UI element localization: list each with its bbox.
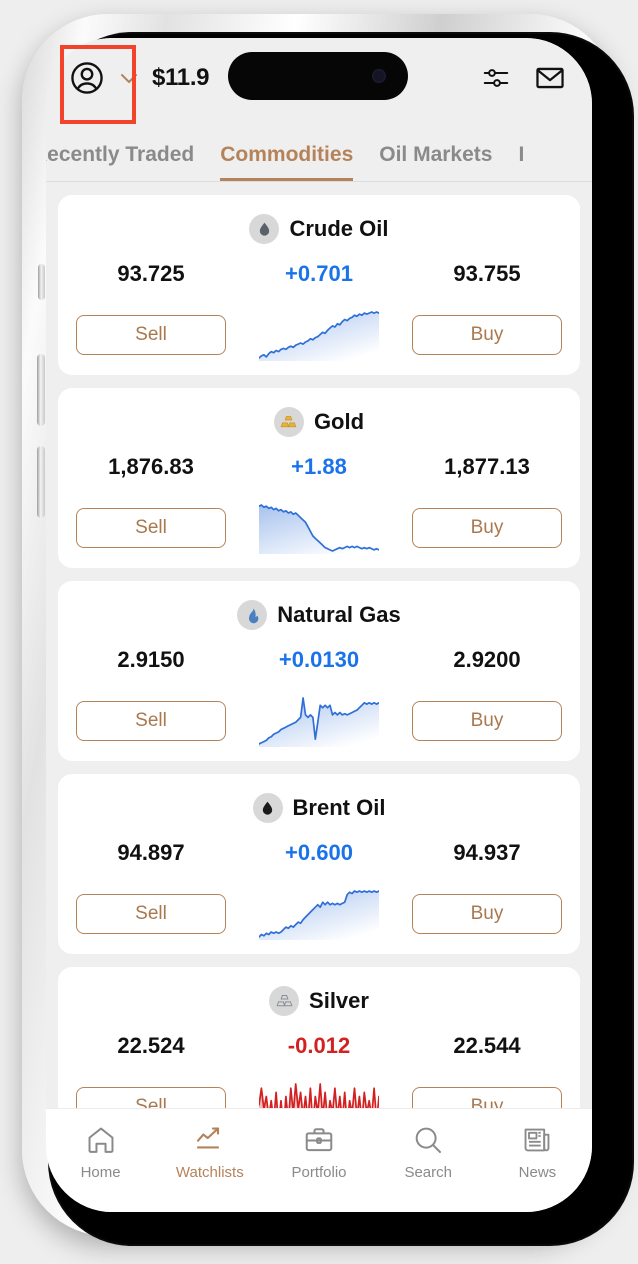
nav-item-news[interactable]: News bbox=[483, 1123, 592, 1181]
gas-flame-icon bbox=[237, 600, 268, 630]
card-header: Brent Oil bbox=[76, 786, 562, 830]
price-change: +1.88 bbox=[291, 454, 347, 479]
nav-item-home[interactable]: Home bbox=[46, 1123, 155, 1181]
front-camera-icon bbox=[372, 69, 386, 83]
price-change: +0.600 bbox=[285, 840, 353, 865]
watchlist-tabs[interactable]: Recently Traded Commodities Oil Markets … bbox=[46, 118, 592, 182]
card-header: Gold bbox=[76, 400, 562, 444]
sell-button[interactable]: Sell bbox=[76, 701, 226, 741]
sell-price: 22.524 bbox=[117, 1033, 185, 1058]
tab-oil-markets[interactable]: Oil Markets bbox=[379, 143, 493, 166]
card-actions: Sell Buy bbox=[76, 307, 562, 363]
account-balance[interactable]: $11.9 bbox=[152, 64, 210, 91]
card-prices: 94.897 +0.600 94.937 bbox=[76, 830, 562, 886]
buy-button[interactable]: Buy bbox=[412, 894, 562, 934]
nav-label: Portfolio bbox=[291, 1164, 347, 1181]
volume-up-button[interactable] bbox=[37, 354, 45, 426]
buy-price: 94.937 bbox=[453, 840, 521, 865]
oil-droplet-icon bbox=[249, 214, 280, 244]
briefcase-icon bbox=[303, 1123, 335, 1157]
instrument-name: Natural Gas bbox=[277, 602, 401, 627]
card-prices: 1,876.83 +1.88 1,877.13 bbox=[76, 444, 562, 500]
card-prices: 2.9150 +0.0130 2.9200 bbox=[76, 637, 562, 693]
instrument-card[interactable]: Gold 1,876.83 +1.88 1,877.13 Sell Buy bbox=[58, 388, 580, 568]
buy-price: 22.544 bbox=[453, 1033, 521, 1058]
newspaper-icon bbox=[521, 1123, 553, 1157]
nav-item-watchlists[interactable]: Watchlists bbox=[155, 1123, 264, 1181]
buy-button[interactable]: Buy bbox=[412, 315, 562, 355]
dynamic-island bbox=[228, 52, 408, 100]
envelope-icon[interactable] bbox=[530, 58, 570, 98]
sparkline-chart bbox=[226, 500, 412, 556]
sell-button[interactable]: Sell bbox=[76, 315, 226, 355]
buy-button[interactable]: Buy bbox=[412, 701, 562, 741]
price-change: +0.701 bbox=[285, 261, 353, 286]
nav-label: Search bbox=[404, 1164, 452, 1181]
trending-up-icon bbox=[194, 1123, 226, 1157]
sell-price: 2.9150 bbox=[117, 647, 185, 672]
sparkline-chart bbox=[226, 693, 412, 749]
nav-item-search[interactable]: Search bbox=[374, 1123, 483, 1181]
sliders-icon[interactable] bbox=[476, 58, 516, 98]
sparkline-chart bbox=[226, 307, 412, 363]
home-icon bbox=[85, 1123, 117, 1157]
card-actions: Sell Buy bbox=[76, 693, 562, 749]
phone-screen: $11.9 Recently Traded Commodities bbox=[46, 38, 592, 1212]
card-actions: Sell Buy bbox=[76, 886, 562, 942]
sell-button[interactable]: Sell bbox=[76, 508, 226, 548]
account-circle-icon[interactable] bbox=[66, 57, 108, 99]
instrument-name: Silver bbox=[309, 988, 369, 1013]
buy-price: 93.755 bbox=[453, 261, 521, 286]
sell-price: 93.725 bbox=[117, 261, 185, 286]
card-prices: 22.524 -0.012 22.544 bbox=[76, 1023, 562, 1079]
instrument-name: Crude Oil bbox=[289, 216, 389, 241]
instrument-card-list[interactable]: Crude Oil 93.725 +0.701 93.755 Sell Buy bbox=[46, 183, 592, 1145]
nav-label: News bbox=[518, 1164, 557, 1181]
instrument-card[interactable]: Crude Oil 93.725 +0.701 93.755 Sell Buy bbox=[58, 195, 580, 375]
mute-switch[interactable] bbox=[38, 264, 45, 300]
tab-next-partial[interactable]: I bbox=[518, 143, 525, 166]
nav-label: Watchlists bbox=[175, 1164, 244, 1181]
price-change: -0.012 bbox=[287, 1033, 351, 1058]
volume-down-button[interactable] bbox=[37, 446, 45, 518]
sell-button[interactable]: Sell bbox=[76, 894, 226, 934]
instrument-card[interactable]: Natural Gas 2.9150 +0.0130 2.9200 Sell B… bbox=[58, 581, 580, 761]
sell-price: 94.897 bbox=[117, 840, 185, 865]
buy-price: 1,877.13 bbox=[444, 454, 530, 479]
card-actions: Sell Buy bbox=[76, 500, 562, 556]
nav-label: Home bbox=[80, 1164, 121, 1181]
bottom-navigation[interactable]: Home Watchlists bbox=[46, 1108, 592, 1212]
sparkline-chart bbox=[226, 886, 412, 942]
sell-price: 1,876.83 bbox=[108, 454, 194, 479]
oil-droplet-icon bbox=[252, 793, 283, 823]
chevron-down-icon[interactable] bbox=[114, 63, 144, 93]
card-prices: 93.725 +0.701 93.755 bbox=[76, 251, 562, 307]
instrument-name: Gold bbox=[313, 409, 365, 434]
buy-button[interactable]: Buy bbox=[412, 508, 562, 548]
price-change: +0.0130 bbox=[278, 647, 360, 672]
instrument-name: Brent Oil bbox=[292, 795, 386, 820]
card-header: Crude Oil bbox=[76, 207, 562, 251]
card-header: Silver bbox=[76, 979, 562, 1023]
silver-bars-icon bbox=[269, 986, 300, 1016]
tab-commodities[interactable]: Commodities bbox=[220, 143, 354, 181]
buy-price: 2.9200 bbox=[453, 647, 521, 672]
card-header: Natural Gas bbox=[76, 593, 562, 637]
gold-bars-icon bbox=[273, 407, 304, 437]
instrument-card[interactable]: Brent Oil 94.897 +0.600 94.937 Sell Buy bbox=[58, 774, 580, 954]
nav-item-portfolio[interactable]: Portfolio bbox=[264, 1123, 373, 1181]
tab-recently-traded[interactable]: Recently Traded bbox=[46, 143, 195, 166]
search-icon bbox=[412, 1123, 444, 1157]
